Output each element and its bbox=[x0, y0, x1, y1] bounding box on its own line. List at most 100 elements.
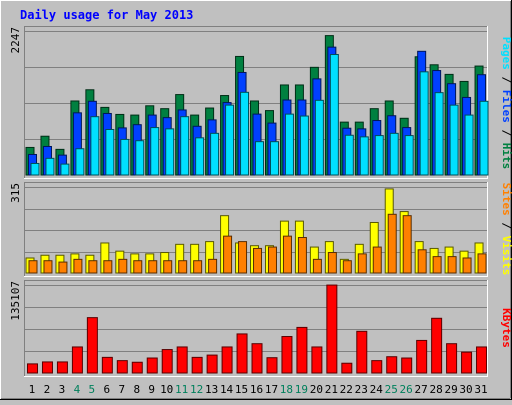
bar-sites-day-30 bbox=[462, 257, 472, 274]
bar-pages-day-1 bbox=[30, 162, 40, 176]
bar-kbytes-day-25-body bbox=[386, 356, 398, 374]
bar-kbytes-day-30-body bbox=[461, 351, 473, 374]
bar-pages-day-29-body bbox=[449, 104, 459, 176]
bar-pages-day-16-body bbox=[255, 141, 265, 176]
bar-kbytes-day-9 bbox=[146, 357, 158, 374]
bar-pages-day-10 bbox=[165, 128, 175, 176]
bar-pages-day-12 bbox=[195, 137, 205, 176]
bar-kbytes-day-31-body bbox=[476, 346, 488, 374]
legend-hits: Hits bbox=[500, 143, 512, 170]
bar-kbytes-day-18 bbox=[281, 336, 293, 374]
bar-kbytes-day-10 bbox=[161, 349, 173, 374]
x-tick-label-day-24: 24 bbox=[370, 383, 384, 396]
bar-pages-day-29 bbox=[449, 104, 459, 176]
panel-visitors-max-label: 315 bbox=[9, 183, 22, 203]
bar-kbytes-day-29-body bbox=[446, 343, 458, 374]
bar-kbytes-day-5 bbox=[86, 317, 98, 374]
bar-kbytes-day-27 bbox=[416, 339, 428, 374]
bar-kbytes-day-10-body bbox=[161, 349, 173, 374]
bar-sites-day-17-body bbox=[267, 246, 277, 274]
bar-kbytes-day-13 bbox=[206, 354, 218, 374]
bar-kbytes-day-7 bbox=[116, 360, 128, 374]
bar-pages-day-17 bbox=[269, 141, 279, 176]
bar-pages-day-23-body bbox=[359, 136, 369, 176]
bar-sites-day-4 bbox=[73, 258, 83, 274]
x-tick-label-day-11: 11 bbox=[175, 383, 188, 396]
bar-pages-day-19 bbox=[299, 115, 309, 176]
bar-pages-day-15-body bbox=[240, 91, 250, 176]
bar-sites-day-23 bbox=[357, 253, 367, 274]
bar-pages-day-27-body bbox=[419, 71, 429, 176]
bar-kbytes-day-20 bbox=[311, 346, 323, 374]
bar-kbytes-day-21-body bbox=[326, 284, 338, 374]
bar-sites-day-2-body bbox=[43, 260, 53, 274]
bar-pages-day-28-body bbox=[434, 92, 444, 176]
bar-sites-day-19 bbox=[297, 237, 307, 274]
x-tick-label-day-15: 15 bbox=[235, 383, 248, 396]
bar-sites-day-6 bbox=[103, 260, 113, 274]
bar-pages-day-6 bbox=[105, 128, 115, 176]
bar-sites-day-25 bbox=[387, 213, 397, 274]
panel-visitors-bars bbox=[25, 188, 487, 274]
bar-sites-day-7-body bbox=[118, 258, 128, 274]
bar-pages-day-9 bbox=[150, 127, 160, 176]
x-tick-label-day-19: 19 bbox=[295, 383, 308, 396]
bar-sites-day-25-body bbox=[387, 213, 397, 274]
x-tick-label-day-17: 17 bbox=[265, 383, 278, 396]
bar-sites-day-10-body bbox=[163, 260, 173, 274]
bar-pages-day-26 bbox=[404, 135, 414, 176]
x-tick-label-day-13: 13 bbox=[205, 383, 218, 396]
legend-kbytes: KBytes bbox=[500, 308, 512, 348]
bar-kbytes-day-3-body bbox=[56, 361, 68, 374]
bar-sites-day-24 bbox=[372, 246, 382, 274]
x-tick-label-day-25: 25 bbox=[385, 383, 398, 396]
bar-sites-day-4-body bbox=[73, 258, 83, 274]
legend-separator: / bbox=[500, 216, 512, 236]
bar-kbytes-day-25 bbox=[386, 356, 398, 374]
x-tick-label-day-9: 9 bbox=[148, 383, 155, 396]
bar-kbytes-day-6 bbox=[101, 356, 113, 374]
bar-sites-day-11-body bbox=[178, 260, 188, 274]
bar-sites-day-5-body bbox=[88, 260, 98, 274]
bar-kbytes-day-27-body bbox=[416, 339, 428, 374]
bar-kbytes-day-8-body bbox=[131, 361, 143, 374]
x-tick-label-day-21: 21 bbox=[325, 383, 338, 396]
panel-visitors-legend: Sites / Visits bbox=[500, 183, 512, 276]
bar-pages-day-23 bbox=[359, 136, 369, 176]
bar-kbytes-day-14-body bbox=[221, 346, 233, 374]
bar-kbytes-day-2 bbox=[41, 361, 53, 374]
bar-pages-day-8-body bbox=[135, 140, 145, 176]
bar-sites-day-19-body bbox=[297, 237, 307, 274]
bar-pages-day-25-body bbox=[389, 132, 399, 176]
x-tick-label-day-18: 18 bbox=[280, 383, 293, 396]
bar-sites-day-15 bbox=[238, 241, 248, 274]
bar-pages-day-18 bbox=[284, 113, 294, 176]
bar-pages-day-25 bbox=[389, 132, 399, 176]
bar-pages-day-3-body bbox=[60, 163, 70, 176]
bar-pages-day-12-body bbox=[195, 137, 205, 176]
bar-sites-day-18-body bbox=[282, 235, 292, 274]
bar-sites-day-14 bbox=[223, 235, 233, 274]
bar-kbytes-day-13-body bbox=[206, 354, 218, 374]
bar-kbytes-day-26-body bbox=[401, 357, 413, 374]
bar-pages-day-9-body bbox=[150, 127, 160, 176]
x-tick-label-day-14: 14 bbox=[220, 383, 234, 396]
bar-kbytes-day-16-body bbox=[251, 343, 263, 374]
bar-sites-day-28-body bbox=[432, 256, 442, 274]
x-tick-label-day-8: 8 bbox=[133, 383, 140, 396]
bar-pages-day-5-body bbox=[90, 116, 100, 176]
bar-pages-day-31 bbox=[479, 100, 489, 176]
bar-kbytes-day-22-body bbox=[341, 362, 353, 374]
bar-kbytes-day-24-body bbox=[371, 360, 383, 374]
x-tick-label-day-20: 20 bbox=[310, 383, 323, 396]
bar-pages-day-14-body bbox=[225, 104, 235, 176]
bar-sites-day-28 bbox=[432, 256, 442, 274]
bar-kbytes-day-19-body bbox=[296, 326, 308, 374]
bar-pages-day-24-body bbox=[374, 135, 384, 176]
bar-kbytes-day-2-body bbox=[41, 361, 53, 374]
bar-kbytes-day-21 bbox=[326, 284, 338, 374]
bar-sites-day-17 bbox=[267, 246, 277, 274]
bar-pages-day-20 bbox=[314, 99, 324, 176]
bar-sites-day-14-body bbox=[223, 235, 233, 274]
bar-kbytes-day-18-body bbox=[281, 336, 293, 374]
